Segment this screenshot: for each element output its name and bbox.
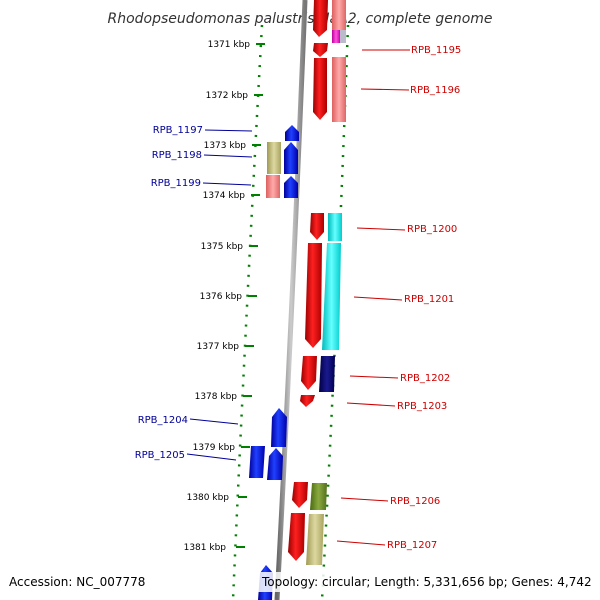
gene-arrow[interactable] xyxy=(313,58,327,120)
tick-label: 1377 kbp xyxy=(197,342,240,352)
tick-label: 1381 kbp xyxy=(184,543,227,553)
leader-line xyxy=(203,154,253,158)
cog-bar xyxy=(306,514,324,565)
inner-dotted-ring xyxy=(231,24,264,600)
gene-labels: RPB_1195 RPB_1196 RPB_1197 RPB_1198 RPB_… xyxy=(135,45,462,551)
gene-arrow[interactable] xyxy=(284,142,298,174)
gene-label-rpb-1195[interactable]: RPB_1195 xyxy=(411,45,461,56)
cog-bar xyxy=(310,483,327,510)
forward-strand-genes xyxy=(288,0,328,561)
leader-line xyxy=(336,540,386,546)
gene-arrow[interactable] xyxy=(267,448,283,480)
gene-label-rpb-1204[interactable]: RPB_1204 xyxy=(138,415,188,426)
gene-arrow[interactable] xyxy=(300,395,315,407)
gene-label-rpb-1201[interactable]: RPB_1201 xyxy=(404,294,454,305)
gene-arrow[interactable] xyxy=(288,513,305,561)
tick-label: 1373 kbp xyxy=(204,141,247,151)
cog-bar xyxy=(332,57,346,122)
gene-label-rpb-1205[interactable]: RPB_1205 xyxy=(135,450,185,461)
gene-arrow[interactable] xyxy=(310,213,324,240)
gene-label-rpb-1203[interactable]: RPB_1203 xyxy=(397,401,447,412)
gene-label-rpb-1199[interactable]: RPB_1199 xyxy=(151,178,201,189)
gene-label-rpb-1196[interactable]: RPB_1196 xyxy=(410,85,460,96)
tick-label: 1379 kbp xyxy=(193,443,236,453)
accession-text: Accession: NC_007778 xyxy=(9,575,145,589)
leader-line xyxy=(360,88,410,91)
cog-bar xyxy=(322,243,341,350)
gene-label-rpb-1200[interactable]: RPB_1200 xyxy=(407,224,457,235)
footer-accession-bg xyxy=(5,572,155,592)
forward-cog-bars xyxy=(306,0,346,565)
cog-bar xyxy=(332,30,340,43)
leader-line xyxy=(202,182,252,186)
leader-line xyxy=(340,497,389,502)
leader-line xyxy=(186,453,237,461)
genome-summary-text: Topology: circular; Length: 5,331,656 bp… xyxy=(261,575,592,589)
gene-arrow[interactable] xyxy=(285,125,299,141)
label-leaders xyxy=(186,49,410,546)
footer-summary-bg xyxy=(258,572,595,592)
gene-label-rpb-1202[interactable]: RPB_1202 xyxy=(400,373,450,384)
tick-label: 1374 kbp xyxy=(203,191,246,201)
leader-line xyxy=(204,129,253,132)
cog-bar xyxy=(328,213,342,241)
gene-arrow[interactable] xyxy=(284,176,298,198)
gene-arrow[interactable] xyxy=(305,243,322,348)
leader-line xyxy=(346,402,396,407)
tick-label: 1378 kbp xyxy=(195,392,238,402)
gene-label-rpb-1197[interactable]: RPB_1197 xyxy=(153,125,203,136)
cog-bar xyxy=(340,30,346,43)
genome-backbone xyxy=(274,0,308,600)
gene-arrow[interactable] xyxy=(313,43,328,57)
cog-bar xyxy=(319,356,335,392)
cog-bar xyxy=(267,142,281,174)
tick-label: 1371 kbp xyxy=(208,40,251,50)
gene-arrow[interactable] xyxy=(292,482,308,508)
tick-label: 1376 kbp xyxy=(200,292,243,302)
scale-ticks: 1371 kbp 1372 kbp 1373 kbp 1374 kbp 1375… xyxy=(184,40,265,553)
leader-line xyxy=(353,296,403,301)
gene-arrow[interactable] xyxy=(249,446,265,478)
tick-label: 1372 kbp xyxy=(206,91,249,101)
cog-bar xyxy=(266,175,280,198)
gene-arrow[interactable] xyxy=(313,0,328,37)
tick-label: 1375 kbp xyxy=(201,242,244,252)
tick-label: 1380 kbp xyxy=(187,493,230,503)
leader-line xyxy=(356,227,406,231)
gene-label-rpb-1198[interactable]: RPB_1198 xyxy=(152,150,202,161)
leader-line xyxy=(349,375,399,379)
map-title: Rhodopseudomonas palustris HaA2, complet… xyxy=(107,11,492,27)
gene-label-rpb-1206[interactable]: RPB_1206 xyxy=(390,496,440,507)
leader-line xyxy=(189,418,239,425)
reverse-cog-bars xyxy=(266,142,281,198)
gene-arrow[interactable] xyxy=(271,408,287,447)
gene-arrow[interactable] xyxy=(301,356,317,390)
gene-label-rpb-1207[interactable]: RPB_1207 xyxy=(387,540,437,551)
cog-bar xyxy=(332,0,346,30)
